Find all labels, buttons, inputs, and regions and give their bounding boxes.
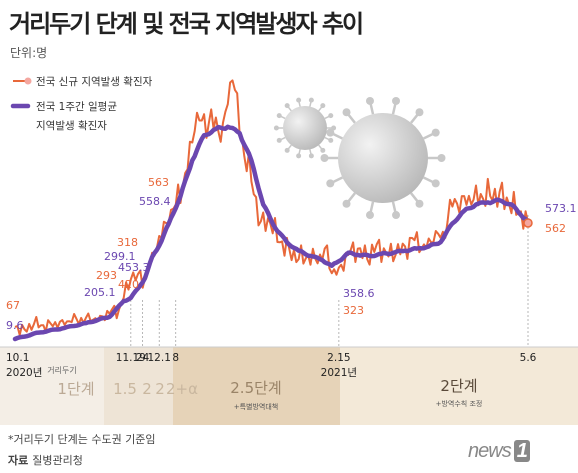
virus-spike-tip [273,125,279,131]
avg-value-label: 558.4 [139,195,171,208]
virus-spike-tip [276,137,282,143]
unit-label: 단위:명 [10,46,48,60]
stage-label-2a: 2 [142,380,152,398]
virus-spike-tip [365,211,374,220]
virus-spike-tip [437,154,446,162]
virus-spike-tip [320,103,326,109]
avg-value-label: 573.1 [545,202,577,215]
page-title: 거리두기 단계 및 전국 지역발생자 추이 [9,10,364,38]
virus-spike-tip [284,103,290,109]
virus-spike-tip [284,147,290,153]
virus-spike-tip [365,96,374,105]
source-text: 질병관리청 [32,454,83,467]
virus-spike-tip [431,128,440,137]
stage-band-1 [0,347,104,425]
x-tick-label: 10.1 [6,352,29,364]
virus-spike-tip [308,97,314,103]
stage-label-1-5: 1.5 [113,380,137,398]
legend-label-avg: 전국 1주간 일평균 [36,100,117,113]
stage-sub-2-5: +특별방역대책 [234,402,279,411]
virus-spike-tip [320,154,329,162]
stage-label-2-alpha: 2+α [166,380,198,398]
brand-text: news [468,440,512,462]
stage-label-2b: 2 [155,380,165,398]
daily-value-label: 562 [545,222,566,235]
virus-spike-tip [296,153,302,159]
daily-value-label: 563 [148,176,169,189]
guide-lines [130,215,529,347]
legend-label-avg-line2: 지역발생 확진자 [36,119,107,132]
stage-caption: 거리두기 [47,366,76,375]
avg-value-label: 299.1 [104,250,136,263]
stage-label-2: 2단계 [440,377,477,395]
legend-label-daily: 전국 신규 지역발생 확진자 [36,75,153,88]
virus-spike-tip [276,113,282,119]
stage-label-1: 1단계 [57,380,94,398]
virus-spike-tip [431,179,440,188]
virus-body [283,106,327,150]
virus-spike-tip [328,137,334,143]
daily-value-label: 323 [343,304,364,317]
stage-band-2-5 [173,347,340,425]
virus-spike-tip [328,113,334,119]
virus-spike-tip [320,147,326,153]
avg-value-label: 358.6 [343,287,375,300]
avg-value-label: 9.6 [6,319,24,332]
virus-spike-tip [342,108,351,117]
stage-band-1-5 [104,347,173,425]
virus-spike-tip [326,128,335,137]
footnote: *거리두기 단계는 수도권 기준임 [8,433,156,446]
virus-spike-tip [342,199,351,208]
x-tick-year: 2021년 [321,367,357,379]
daily-value-label: 318 [117,236,138,249]
x-tick-label: 2.15 [327,352,350,364]
x-tick-label: 11.19 [116,352,146,364]
weekly-average-line [12,124,531,342]
virus-decoration-icon [273,96,446,220]
virus-spike-tip [308,153,314,159]
daily-value-label: 67 [6,299,20,312]
virus-body [338,113,428,203]
virus-spike-tip [415,199,424,208]
virus-spike-tip [326,179,335,188]
end-point-marker [523,218,533,228]
x-tick-label: 8 [172,352,179,364]
virus-spike-tip [392,211,401,220]
x-tick-label: 5.6 [520,352,537,364]
stage-sub-2: +방역수칙 조정 [436,399,483,408]
avg-value-label: 205.1 [84,286,116,299]
brand-mark: 1 [513,440,530,462]
stage-band-2 [340,347,578,425]
daily-value-label: 293 [96,269,117,282]
source-label: 자료 [8,454,29,467]
virus-spike-tip [392,96,401,105]
legend-marker-daily [24,77,32,85]
brand-logo: news 1 [468,440,530,463]
stage-label-2-5: 2.5단계 [230,379,281,397]
x-tick-label: 12.1 [148,352,171,364]
avg-value-label: 453.3 [118,261,150,274]
x-tick-label: 24 [136,352,150,364]
daily-value-label: 420 [118,278,139,291]
virus-spike-tip [415,108,424,117]
x-tick-year: 2020년 [6,367,42,379]
virus-spike-tip [296,97,302,103]
source-line: 자료 질병관리청 [8,452,83,468]
daily-cases-line [14,79,529,336]
